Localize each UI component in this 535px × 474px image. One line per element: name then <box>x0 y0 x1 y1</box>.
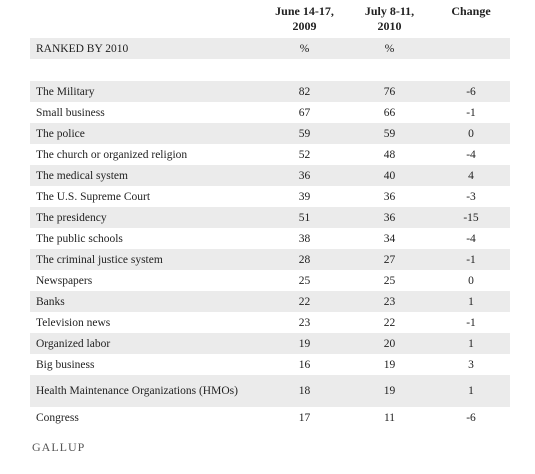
table-row: The presidency 51 36 -15 <box>30 207 510 228</box>
header-cell <box>30 4 262 38</box>
value-cell: 59 <box>383 127 396 140</box>
unit-cell: % <box>299 42 310 55</box>
value-cell: 52 <box>298 148 311 161</box>
value-cell: 51 <box>298 211 311 224</box>
subheader-label: RANKED BY 2010 <box>36 42 129 55</box>
value-cell: 82 <box>298 85 311 98</box>
value-cell: -6 <box>466 411 476 424</box>
table: June 14-17, 2009 July 8-11, 2010 Change … <box>30 4 510 428</box>
row-label: Small business <box>36 106 105 119</box>
row-label: The Military <box>36 85 95 98</box>
table-row: Television news 23 22 -1 <box>30 312 510 333</box>
value-cell: -1 <box>466 316 476 329</box>
value-cell: 17 <box>298 411 311 424</box>
value-cell: 22 <box>298 295 311 308</box>
row-label: The presidency <box>36 211 107 224</box>
value-cell: 22 <box>383 316 396 329</box>
value-cell: 19 <box>383 384 396 397</box>
value-cell: 48 <box>383 148 396 161</box>
table-body: June 14-17, 2009 July 8-11, 2010 Change … <box>30 4 510 428</box>
unit-cell <box>432 38 510 59</box>
row-label: Congress <box>36 411 79 424</box>
value-cell: -1 <box>466 106 476 119</box>
value-cell: 19 <box>298 337 311 350</box>
value-cell: 0 <box>468 127 474 140</box>
row-label: The public schools <box>36 232 123 245</box>
value-cell: 1 <box>468 337 474 350</box>
value-cell: 16 <box>298 358 311 371</box>
value-cell: -15 <box>463 211 479 224</box>
value-cell: 4 <box>468 169 474 182</box>
row-label: Organized labor <box>36 337 111 350</box>
value-cell: 0 <box>468 274 474 287</box>
row-label: Banks <box>36 295 65 308</box>
table-row: Banks 22 23 1 <box>30 291 510 312</box>
unit-cell: % <box>384 42 395 55</box>
value-cell: 3 <box>468 358 474 371</box>
row-label: Health Maintenance Organizations (HMOs) <box>36 384 238 397</box>
table-row: The police 59 59 0 <box>30 123 510 144</box>
value-cell: 38 <box>298 232 311 245</box>
value-cell: -3 <box>466 190 476 203</box>
row-label: The U.S. Supreme Court <box>36 190 151 203</box>
table-row: The U.S. Supreme Court 39 36 -3 <box>30 186 510 207</box>
value-cell: 40 <box>383 169 396 182</box>
subheader-row: RANKED BY 2010 % % <box>30 38 510 59</box>
header-cell: June 14-17, 2009 <box>275 4 334 33</box>
row-label: Television news <box>36 316 111 329</box>
value-cell: 19 <box>383 358 396 371</box>
row-label: The church or organized religion <box>36 148 188 161</box>
table-row: The Military 82 76 -6 <box>30 81 510 102</box>
row-label: The criminal justice system <box>36 253 163 266</box>
row-label: Newspapers <box>36 274 93 287</box>
table-row: Congress 17 11 -6 <box>30 407 510 428</box>
row-label: The medical system <box>36 169 128 182</box>
value-cell: 23 <box>383 295 396 308</box>
value-cell: 11 <box>383 411 396 424</box>
value-cell: 27 <box>383 253 396 266</box>
value-cell: 66 <box>383 106 396 119</box>
value-cell: 25 <box>298 274 311 287</box>
table-row: The public schools 38 34 -4 <box>30 228 510 249</box>
table-row: The criminal justice system 28 27 -1 <box>30 249 510 270</box>
value-cell: 1 <box>468 295 474 308</box>
value-cell: 28 <box>298 253 311 266</box>
value-cell: -1 <box>466 253 476 266</box>
table-row: Small business 67 66 -1 <box>30 102 510 123</box>
table-row: Organized labor 19 20 1 <box>30 333 510 354</box>
value-cell: 36 <box>298 169 311 182</box>
value-cell: 59 <box>298 127 311 140</box>
value-cell: 20 <box>383 337 396 350</box>
value-cell: -6 <box>466 85 476 98</box>
value-cell: 67 <box>298 106 311 119</box>
value-cell: 36 <box>383 211 396 224</box>
value-cell: 76 <box>383 85 396 98</box>
table-row: Newspapers 25 25 0 <box>30 270 510 291</box>
value-cell: 23 <box>298 316 311 329</box>
row-label: The police <box>36 127 85 140</box>
logo: GALLUP <box>32 440 86 454</box>
table-row: The church or organized religion 52 48 -4 <box>30 144 510 165</box>
table-row: Big business 16 19 3 <box>30 354 510 375</box>
table-row: The medical system 36 40 4 <box>30 165 510 186</box>
header-cell: July 8-11, 2010 <box>364 4 415 33</box>
value-cell: -4 <box>466 148 476 161</box>
value-cell: -4 <box>466 232 476 245</box>
value-cell: 39 <box>298 190 311 203</box>
value-cell: 34 <box>383 232 396 245</box>
value-cell: 18 <box>298 384 311 397</box>
spacer-row <box>30 59 510 81</box>
table-row: Health Maintenance Organizations (HMOs) 1… <box>30 375 510 407</box>
value-cell: 36 <box>383 190 396 203</box>
value-cell: 25 <box>383 274 396 287</box>
row-label: Big business <box>36 358 95 371</box>
value-cell: 1 <box>468 384 474 397</box>
header-row: June 14-17, 2009 July 8-11, 2010 Change <box>30 4 510 38</box>
header-cell: Change <box>451 4 491 18</box>
